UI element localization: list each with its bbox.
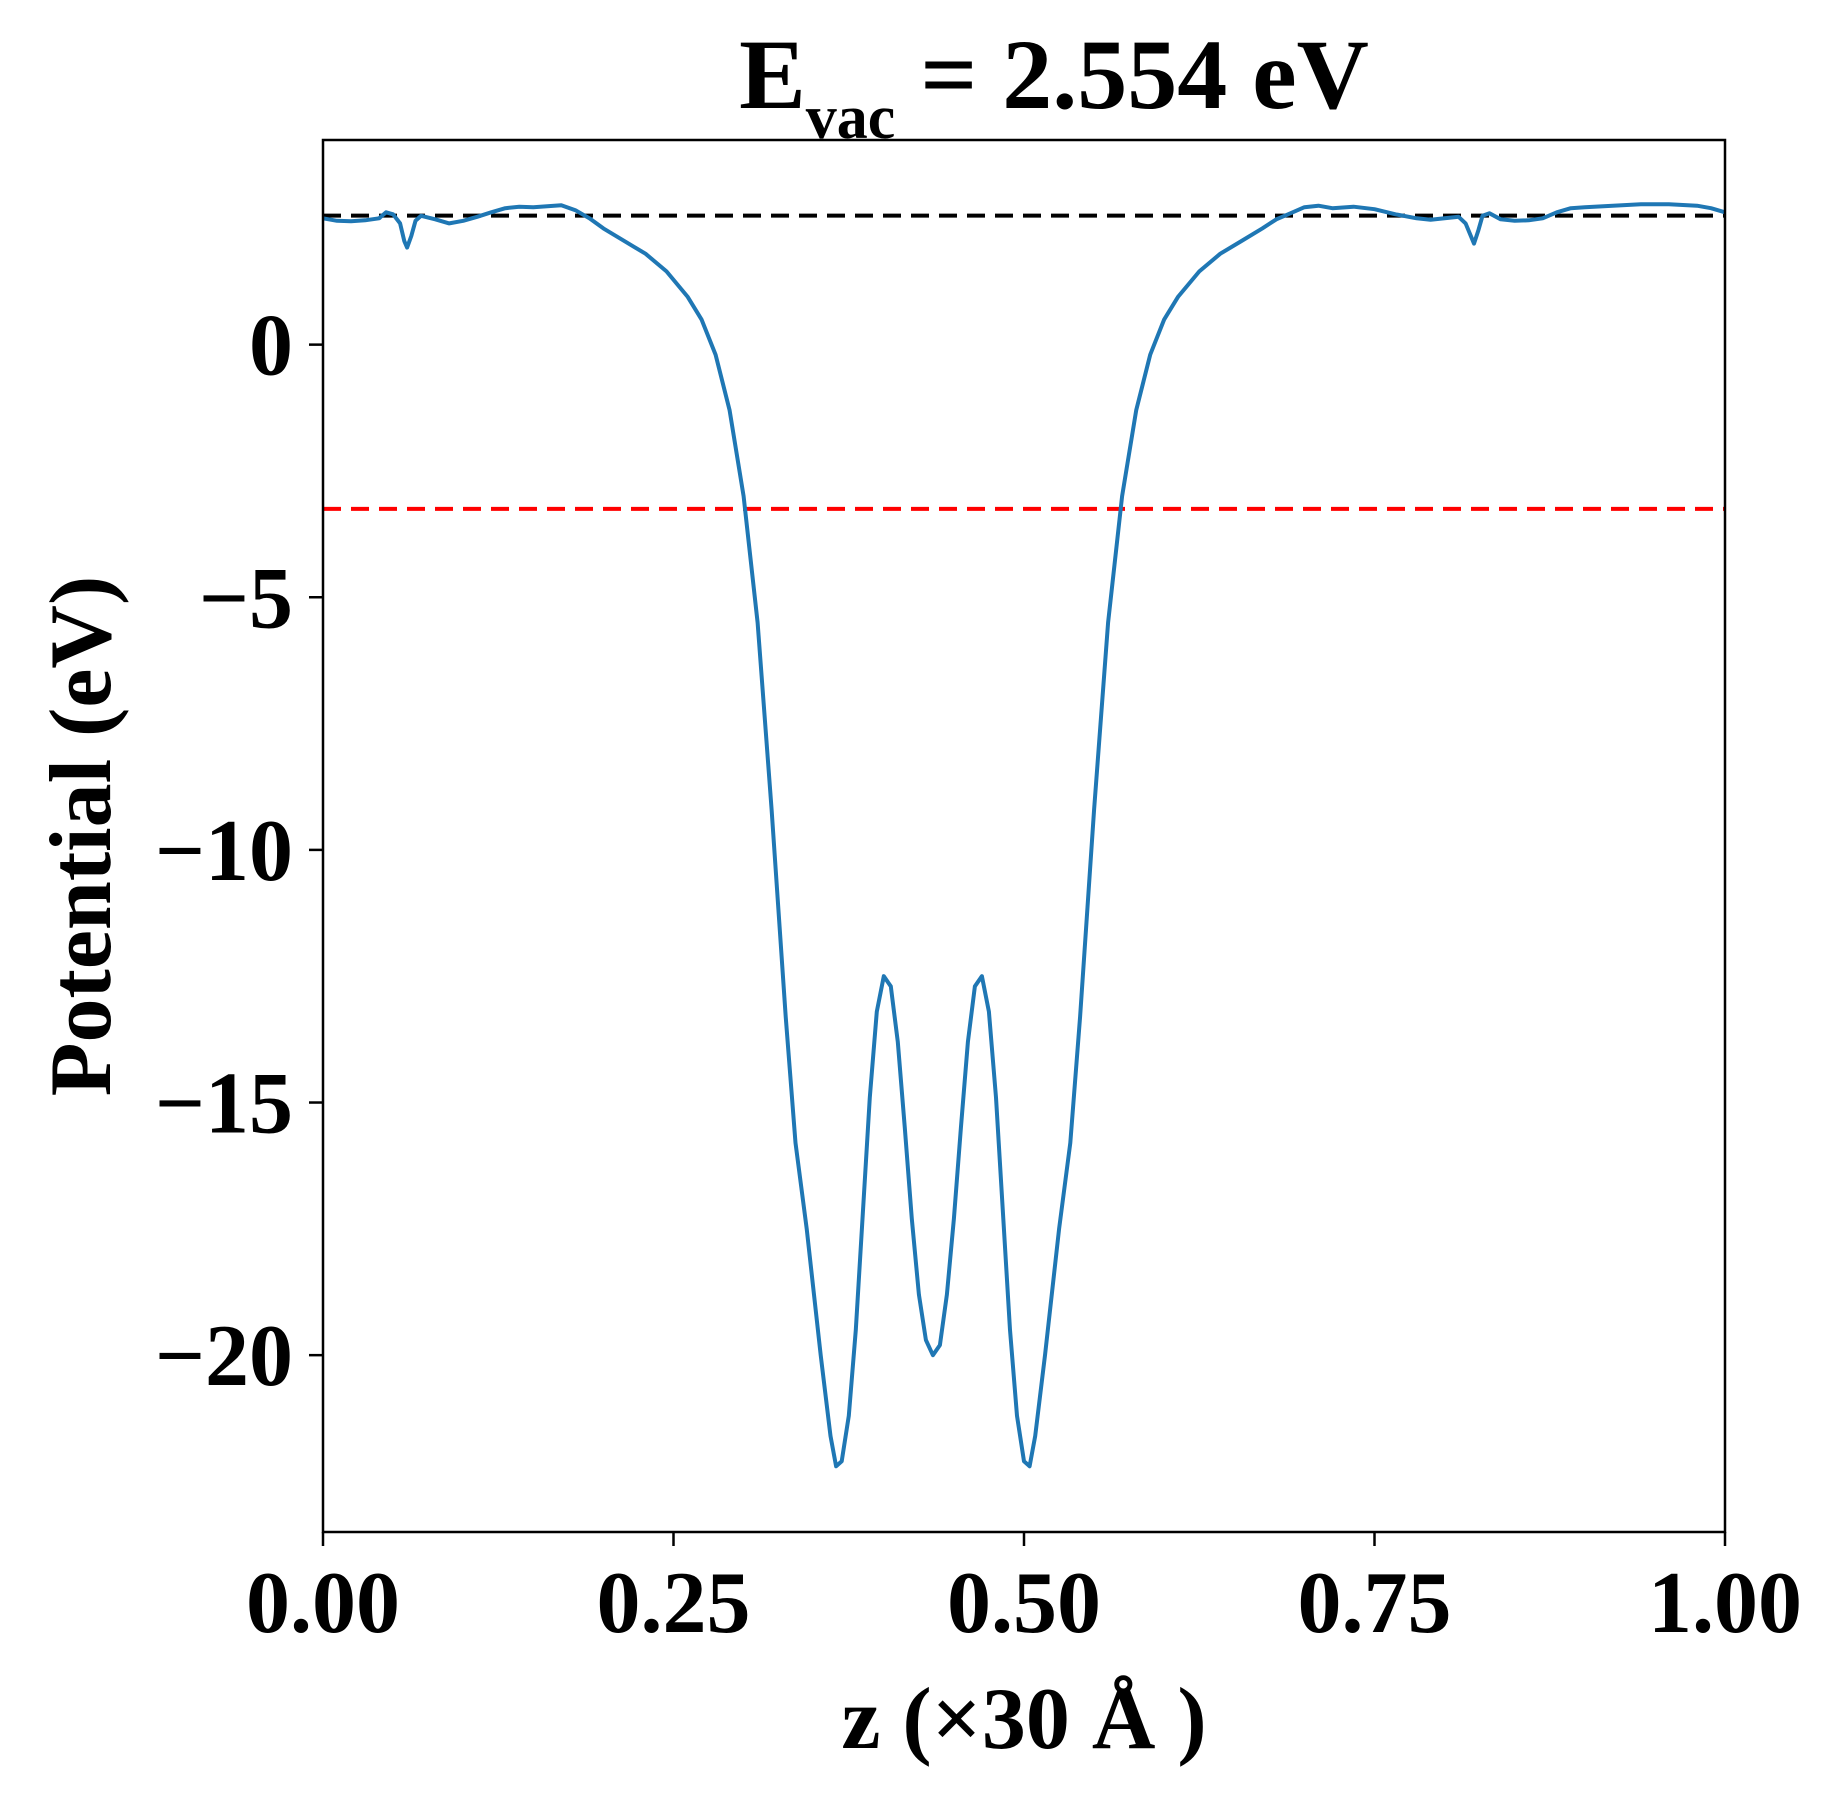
x-axis: 0.00 0.25 0.50 0.75 1.00	[246, 1532, 1802, 1652]
y-axis: 0 −5 −10 −15 −20	[155, 298, 323, 1405]
y-tick-label: 0	[249, 298, 293, 395]
x-tick-label: 1.00	[1648, 1555, 1802, 1652]
y-axis-title: Potential (eV)	[33, 576, 130, 1096]
y-tick-label: −20	[155, 1308, 293, 1405]
x-tick-label: 0.75	[1298, 1555, 1452, 1652]
y-tick-label: −15	[155, 1056, 293, 1153]
chart-title-subscript: vac	[806, 84, 896, 152]
x-axis-title: z (×30 Å )	[841, 1671, 1206, 1768]
x-tick-label: 0.00	[246, 1555, 400, 1652]
y-tick-label: −10	[155, 803, 293, 900]
x-tick-label: 0.50	[947, 1555, 1101, 1652]
series-line-1	[322, 202, 1726, 1469]
chart-title: Evac = 2.554 eV	[739, 19, 1369, 152]
series-layer	[322, 202, 1726, 1469]
plot-frame	[321, 138, 1727, 1534]
reference-lines	[323, 213, 1725, 511]
chart-title-rest: = 2.554 eV	[895, 19, 1369, 130]
x-tick-label: 0.25	[597, 1555, 751, 1652]
chart-title-main: E	[739, 19, 806, 130]
y-tick-label: −5	[199, 550, 293, 647]
